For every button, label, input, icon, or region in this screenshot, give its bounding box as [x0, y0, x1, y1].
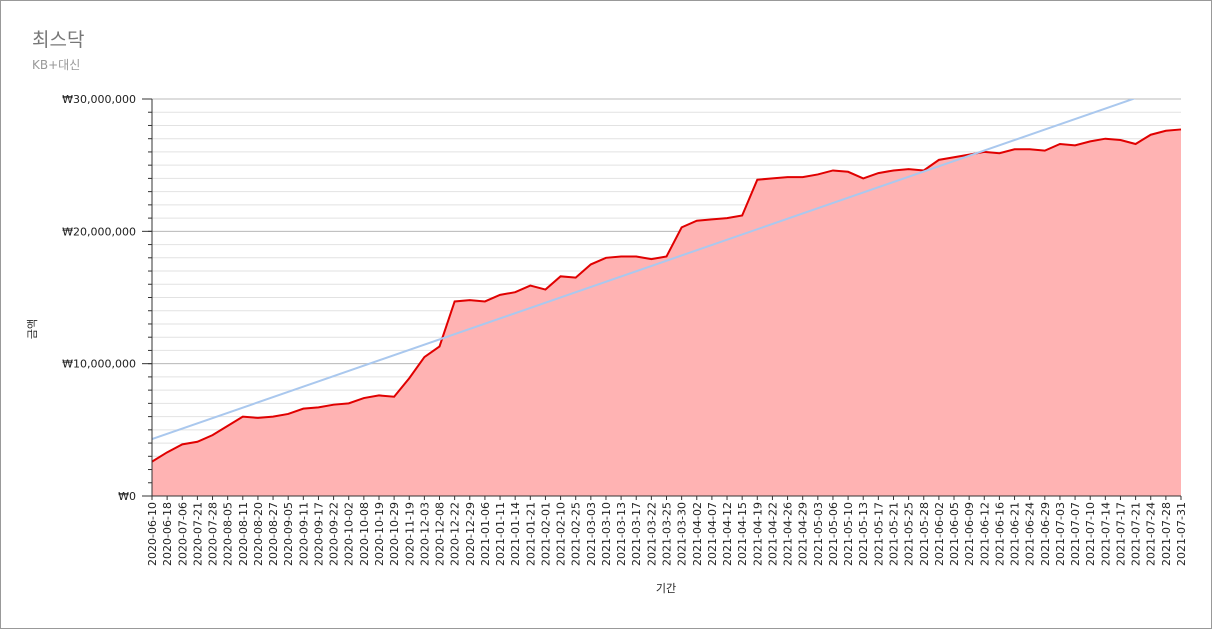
x-tick-label: 2021-07-31 [1175, 502, 1188, 566]
x-tick-label: 2021-06-24 [1024, 502, 1037, 566]
x-tick-label: 2021-03-13 [615, 502, 628, 566]
x-tick-label: 2020-08-11 [237, 502, 250, 566]
x-tick-label: 2021-03-17 [630, 502, 643, 566]
x-tick-label: 2021-02-10 [555, 502, 568, 566]
x-tick-label: 2020-10-19 [373, 502, 386, 566]
x-tick-label: 2021-06-21 [1009, 502, 1022, 566]
chart-subtitle: KB+대신 [32, 58, 80, 72]
x-tick-label: 2020-06-10 [146, 502, 159, 566]
x-tick-label: 2020-11-19 [403, 502, 416, 566]
x-tick-label: 2021-07-07 [1069, 502, 1082, 566]
x-tick-label: 2021-07-28 [1160, 502, 1173, 566]
x-tick-label: 2021-05-21 [887, 502, 900, 566]
x-tick-label: 2021-03-30 [676, 502, 689, 566]
x-tick-label: 2021-05-13 [857, 502, 870, 566]
x-tick-label: 2021-04-07 [706, 502, 719, 566]
x-tick-label: 2021-03-10 [600, 502, 613, 566]
line [151, 128, 1182, 463]
x-tick-label: 2021-01-11 [494, 502, 507, 566]
y-axis-label: 금액 [26, 319, 39, 339]
x-tick-label: 2021-04-29 [797, 502, 810, 566]
x-tick-label: 2020-12-29 [464, 502, 477, 566]
x-tick-label: 2021-01-14 [509, 502, 522, 566]
x-tick-label: 2021-02-25 [570, 502, 583, 566]
y-tick-label: ₩30,000,000 [62, 93, 136, 106]
x-tick-label: 2020-06-18 [161, 502, 174, 566]
x-tick-label: 2020-07-28 [207, 502, 220, 566]
x-tick-label: 2020-08-05 [222, 502, 235, 566]
x-tick-label: 2021-03-22 [645, 502, 658, 566]
x-tick-label: 2021-06-05 [948, 502, 961, 566]
x-tick-label: 2020-10-02 [343, 502, 356, 566]
x-tick-label: 2020-09-22 [328, 502, 341, 566]
trendline [152, 99, 1136, 441]
chart-title: 최스닥 [32, 29, 84, 51]
x-tick-label: 2020-08-20 [252, 502, 265, 566]
x-tick-label: 2021-07-10 [1084, 502, 1097, 566]
x-tick-label: 2021-06-16 [993, 502, 1006, 566]
x-tick-label: 2021-05-28 [918, 502, 931, 566]
x-tick-label: 2020-12-08 [434, 502, 447, 566]
x-tick-label: 2021-07-17 [1114, 502, 1127, 566]
x-tick-label: 2021-06-02 [933, 502, 946, 566]
y-tick-label: ₩0 [118, 490, 136, 503]
x-tick-label: 2021-01-06 [479, 502, 492, 566]
x-tick-label: 2021-01-21 [524, 502, 537, 566]
x-tick-label: 2021-05-06 [827, 502, 840, 566]
y-tick-label: ₩10,000,000 [62, 358, 136, 371]
x-tick-label: 2021-06-12 [978, 502, 991, 566]
x-tick-label: 2021-05-03 [812, 502, 825, 566]
x-tick-label: 2020-12-03 [418, 502, 431, 566]
x-tick-label: 2021-03-03 [585, 502, 598, 566]
x-tick-label: 2021-05-17 [872, 502, 885, 566]
x-tick-label: 2021-04-19 [751, 502, 764, 566]
x-tick-label: 2020-07-21 [191, 502, 204, 566]
x-tick-label: 2020-08-27 [267, 502, 280, 566]
x-tick-label: 2021-04-26 [782, 502, 795, 566]
x-tick-label: 2021-07-03 [1054, 502, 1067, 566]
x-tick-label: 2021-06-09 [963, 502, 976, 566]
x-tick-label: 2020-10-29 [388, 502, 401, 566]
x-tick-label: 2021-04-15 [736, 502, 749, 566]
x-axis-label: 기간 [656, 582, 676, 595]
x-tick-label: 2021-06-29 [1039, 502, 1052, 566]
x-tick-label: 2021-07-21 [1130, 502, 1143, 566]
x-tick-label: 2021-05-25 [903, 502, 916, 566]
x-tick-label: 2020-09-17 [312, 502, 325, 566]
area [152, 129, 1181, 497]
x-tick-label: 2021-03-25 [661, 502, 674, 566]
x-tick-label: 2021-05-10 [842, 502, 855, 566]
x-tick-label: 2021-07-14 [1099, 502, 1112, 566]
x-tick-label: 2021-07-24 [1145, 502, 1158, 566]
y-tick-label: ₩20,000,000 [62, 225, 136, 238]
x-tick-label: 2020-09-05 [282, 502, 295, 566]
x-tick-label: 2020-12-22 [449, 502, 462, 566]
x-tick-label: 2021-04-02 [691, 502, 704, 566]
x-tick-label: 2021-04-22 [766, 502, 779, 566]
x-tick-label: 2020-09-11 [297, 502, 310, 566]
x-tick-label: 2020-07-06 [176, 502, 189, 566]
x-tick-label: 2021-04-12 [721, 502, 734, 566]
x-tick-label: 2020-10-08 [358, 502, 371, 566]
x-tick-label: 2021-02-01 [539, 502, 552, 566]
